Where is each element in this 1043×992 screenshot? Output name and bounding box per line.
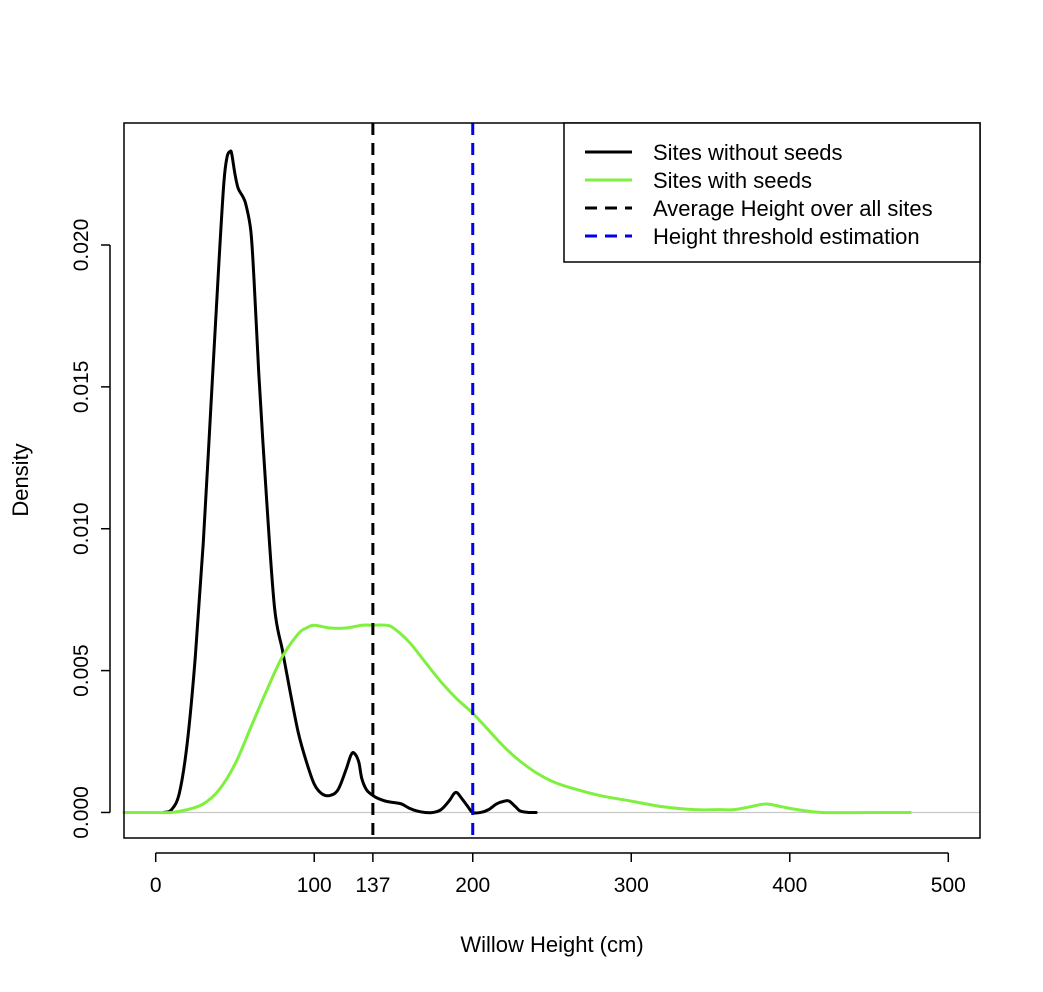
y-tick-label: 0.000 <box>70 786 93 839</box>
x-tick-label: 137 <box>355 874 390 897</box>
x-tick-label: 100 <box>297 874 332 897</box>
x-tick-label: 500 <box>931 874 966 897</box>
y-tick-label: 0.005 <box>70 644 93 697</box>
legend-label: Sites without seeds <box>653 140 843 165</box>
x-tick-label: 200 <box>455 874 490 897</box>
x-tick-label: 300 <box>614 874 649 897</box>
x-axis-title: Willow Height (cm) <box>460 932 643 957</box>
y-tick-label: 0.010 <box>70 502 93 555</box>
legend-label: Sites with seeds <box>653 168 812 193</box>
density-line-without-seeds <box>162 149 538 815</box>
plot-frame <box>123 122 981 839</box>
y-tick-label: 0.015 <box>70 361 93 414</box>
series-layer <box>122 149 912 815</box>
x-tick-label: 400 <box>772 874 807 897</box>
legend-box <box>563 122 981 263</box>
legend-label: Height threshold estimation <box>653 224 920 249</box>
axes-layer: 0 100 137 200 300 400 500 0.000 0.005 0.010 0.015 0… <box>70 219 966 897</box>
legend: Sites without seeds Sites with seeds Avera… <box>563 122 981 263</box>
x-tick-label: 0 <box>150 874 162 897</box>
vertical-lines-layer <box>371 123 475 838</box>
y-tick-label: 0.020 <box>70 219 93 272</box>
density-line-with-seeds <box>122 623 912 815</box>
y-axis-title: Density <box>8 443 33 516</box>
legend-label: Average Height over all sites <box>653 196 933 221</box>
